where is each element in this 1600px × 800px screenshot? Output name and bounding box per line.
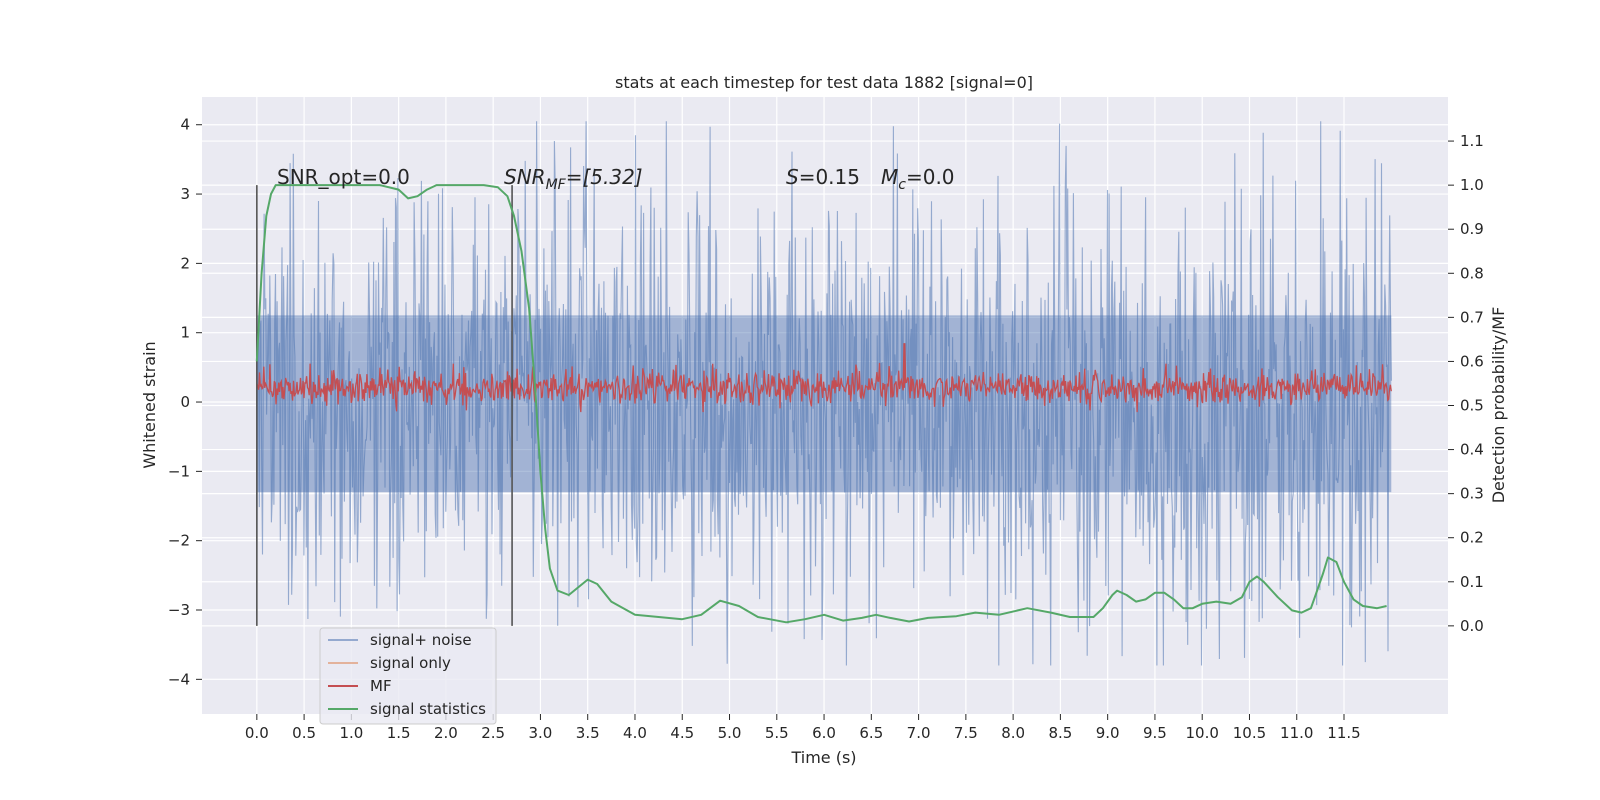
x-tick-label: 3.5 [576, 724, 600, 742]
annotation-s-symbol: S [786, 165, 799, 189]
annotation-mc-symbol: M [881, 165, 898, 189]
x-tick-label: 6.0 [812, 724, 836, 742]
legend-label-signal-statistics: signal statistics [370, 700, 486, 718]
annotation-s-number: =0.15 [799, 165, 860, 189]
x-tick-label: 4.0 [623, 724, 647, 742]
x-tick-label: 0.0 [245, 724, 269, 742]
x-tick-label: 8.5 [1048, 724, 1072, 742]
y-right-tick-label: 1.1 [1460, 132, 1484, 150]
y-right-tick-label: 0.4 [1460, 441, 1484, 459]
y-right-tick-label: 0.5 [1460, 397, 1484, 415]
y-right-axis-ticks: 1.1 1.0 0.9 0.8 0.7 0.6 0.5 0.4 0.3 0.2 0.1 0.0 [1448, 132, 1484, 635]
legend-label-signal-only: signal only [370, 654, 451, 672]
signal-noise-core-band [256, 315, 1392, 493]
x-tick-label: 1.5 [387, 724, 411, 742]
legend-label-signal-noise: signal+ noise [370, 631, 472, 649]
x-tick-label: 10.0 [1186, 724, 1219, 742]
y-right-tick-label: 0.7 [1460, 308, 1484, 326]
x-tick-label: 11.0 [1280, 724, 1313, 742]
x-tick-label: 6.5 [859, 724, 883, 742]
y-left-axis-ticks: 4 3 2 1 0 −1 −2 −3 −4 [168, 116, 202, 688]
legend-box [319, 627, 497, 725]
x-tick-label: 7.5 [954, 724, 978, 742]
x-tick-label: 2.5 [481, 724, 505, 742]
annotation-mc-number: =0.0 [906, 165, 955, 189]
mf-series [256, 343, 1392, 413]
legend-label-mf: MF [370, 677, 392, 695]
y-right-tick-label: 0.3 [1460, 485, 1484, 503]
annotation-snr-mf-subscript: MF [546, 177, 567, 193]
x-tick-label: 9.0 [1096, 724, 1120, 742]
y-left-tick-label: −3 [168, 601, 190, 619]
annotation-mc-subscript: c [898, 177, 906, 193]
annotation-snr-mf: SNRMF=[5.32] [504, 165, 643, 193]
y-right-axis-label: Detection probability/MF [1489, 307, 1508, 504]
y-right-tick-label: 0.2 [1460, 529, 1484, 547]
y-left-tick-label: 4 [180, 116, 190, 134]
x-tick-label: 1.0 [339, 724, 363, 742]
y-right-tick-label: 0.9 [1460, 220, 1484, 238]
y-right-tick-label: 0.6 [1460, 352, 1484, 370]
signal-statistics-line [255, 184, 1387, 624]
y-left-axis-label: Whitened strain [140, 341, 159, 468]
y-right-tick-label: 0.8 [1460, 264, 1484, 282]
y-right-tick-label: 0.0 [1460, 617, 1484, 635]
signal-noise-line [256, 121, 1392, 666]
signal-statistics-series [255, 184, 1387, 624]
annotation-snr-mf-symbol: SNR [504, 165, 546, 189]
y-left-tick-label: 3 [180, 185, 190, 203]
x-tick-label: 10.5 [1233, 724, 1266, 742]
x-axis-ticks: 0.0 0.5 1.0 1.5 2.0 2.5 3.0 3.5 4.0 4.5 5.0 5.5 6.0 6… [245, 714, 1361, 742]
y-left-tick-label: −4 [168, 670, 190, 688]
legend: signal+ noise signal only MF signal stat… [319, 627, 497, 725]
annotation-snr-opt: SNR_opt=0.0 [277, 165, 410, 189]
vertical-markers [256, 185, 513, 626]
x-tick-label: 0.5 [292, 724, 316, 742]
y-right-tick-label: 1.0 [1460, 176, 1484, 194]
y-left-tick-label: 0 [180, 393, 190, 411]
x-tick-label: 7.0 [907, 724, 931, 742]
x-tick-label: 4.5 [670, 724, 694, 742]
y-left-tick-label: −1 [168, 462, 190, 480]
x-tick-label: 5.0 [718, 724, 742, 742]
x-tick-label: 3.0 [529, 724, 553, 742]
annotation-s-value: S=0.15 [786, 165, 860, 189]
y-left-tick-label: −2 [168, 532, 190, 550]
y-right-tick-label: 0.1 [1460, 573, 1484, 591]
x-tick-label: 2.0 [434, 724, 458, 742]
chart-title: stats at each timestep for test data 188… [615, 73, 1033, 92]
annotation-mc-value: Mc=0.0 [881, 165, 955, 193]
y-left-tick-label: 1 [180, 324, 190, 342]
x-axis-label: Time (s) [790, 748, 856, 767]
x-tick-label: 11.5 [1327, 724, 1360, 742]
annotation-snr-mf-value: =[5.32] [566, 165, 643, 189]
x-tick-label: 5.5 [765, 724, 789, 742]
x-tick-label: 8.0 [1001, 724, 1025, 742]
x-tick-label: 9.5 [1143, 724, 1167, 742]
mf-line [256, 343, 1392, 413]
y-left-tick-label: 2 [180, 254, 190, 272]
